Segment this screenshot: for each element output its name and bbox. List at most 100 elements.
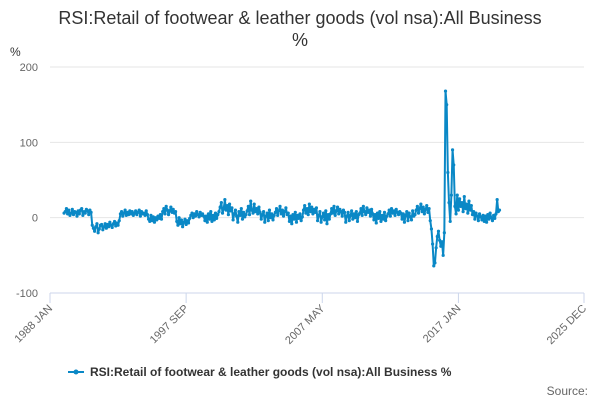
data-point[interactable] bbox=[198, 210, 202, 214]
data-point[interactable] bbox=[178, 222, 182, 226]
data-point[interactable] bbox=[374, 221, 378, 225]
data-point[interactable] bbox=[364, 213, 368, 217]
data-point[interactable] bbox=[269, 216, 273, 220]
data-point[interactable] bbox=[230, 206, 234, 210]
data-point[interactable] bbox=[440, 240, 444, 244]
data-point[interactable] bbox=[456, 208, 461, 212]
data-point[interactable] bbox=[262, 210, 266, 214]
data-point[interactable] bbox=[204, 214, 208, 218]
data-point[interactable] bbox=[372, 218, 376, 222]
data-point[interactable] bbox=[458, 197, 462, 201]
data-point[interactable] bbox=[80, 207, 84, 211]
data-point[interactable] bbox=[203, 219, 207, 223]
data-point[interactable] bbox=[324, 209, 328, 213]
data-point[interactable] bbox=[311, 212, 315, 216]
data-point[interactable] bbox=[231, 218, 235, 222]
data-point[interactable] bbox=[310, 205, 314, 209]
data-point[interactable] bbox=[484, 220, 489, 224]
data-point[interactable] bbox=[144, 209, 148, 213]
data-point[interactable] bbox=[407, 211, 411, 215]
data-point[interactable] bbox=[71, 213, 76, 217]
data-point[interactable] bbox=[472, 210, 476, 214]
data-point[interactable] bbox=[208, 217, 212, 221]
data-point[interactable] bbox=[360, 213, 364, 218]
data-point[interactable] bbox=[418, 207, 422, 211]
data-point[interactable] bbox=[177, 216, 181, 220]
data-point[interactable] bbox=[63, 210, 67, 214]
data-point[interactable] bbox=[284, 206, 288, 210]
data-point[interactable] bbox=[461, 210, 465, 214]
data-point[interactable] bbox=[288, 214, 293, 218]
data-point[interactable] bbox=[405, 210, 409, 214]
data-point[interactable] bbox=[226, 213, 230, 217]
data-point[interactable] bbox=[69, 211, 73, 215]
data-point[interactable] bbox=[389, 207, 394, 211]
data-point[interactable] bbox=[305, 207, 309, 211]
data-point[interactable] bbox=[182, 220, 186, 224]
data-point[interactable] bbox=[294, 220, 299, 224]
data-point[interactable] bbox=[102, 225, 106, 229]
data-point[interactable] bbox=[152, 220, 157, 224]
data-point[interactable] bbox=[400, 217, 404, 221]
data-point[interactable] bbox=[227, 202, 232, 206]
data-point[interactable] bbox=[402, 220, 407, 224]
data-point[interactable] bbox=[414, 208, 418, 212]
data-point[interactable] bbox=[353, 216, 357, 220]
data-point[interactable] bbox=[272, 213, 276, 218]
data-point[interactable] bbox=[475, 214, 479, 218]
data-point[interactable] bbox=[380, 213, 384, 218]
data-point[interactable] bbox=[350, 209, 354, 213]
data-point[interactable] bbox=[297, 216, 301, 221]
data-point[interactable] bbox=[450, 148, 455, 152]
data-point[interactable] bbox=[384, 219, 388, 223]
data-point[interactable] bbox=[246, 204, 250, 208]
data-point[interactable] bbox=[494, 212, 498, 216]
data-point[interactable] bbox=[426, 210, 430, 214]
data-point[interactable] bbox=[244, 213, 248, 217]
data-point[interactable] bbox=[421, 205, 425, 209]
data-point[interactable] bbox=[134, 209, 138, 213]
data-point[interactable] bbox=[101, 228, 105, 232]
data-point[interactable] bbox=[387, 208, 391, 212]
data-point[interactable] bbox=[307, 202, 311, 206]
data-point[interactable] bbox=[308, 210, 313, 214]
data-point[interactable] bbox=[123, 208, 127, 212]
data-point[interactable] bbox=[420, 210, 424, 214]
data-point[interactable] bbox=[348, 213, 353, 218]
data-point[interactable] bbox=[419, 202, 423, 206]
data-point[interactable] bbox=[206, 212, 211, 216]
data-point[interactable] bbox=[452, 163, 456, 167]
data-point[interactable] bbox=[252, 202, 256, 206]
data-point[interactable] bbox=[219, 201, 223, 205]
data-point[interactable] bbox=[239, 207, 243, 211]
data-point[interactable] bbox=[183, 217, 187, 221]
data-point[interactable] bbox=[473, 217, 477, 221]
data-point[interactable] bbox=[81, 213, 85, 218]
data-point[interactable] bbox=[238, 213, 242, 218]
data-point[interactable] bbox=[213, 211, 218, 215]
data-point[interactable] bbox=[345, 214, 349, 218]
data-point[interactable] bbox=[211, 213, 215, 218]
data-point[interactable] bbox=[242, 210, 246, 214]
data-point[interactable] bbox=[411, 209, 415, 213]
data-point[interactable] bbox=[173, 210, 178, 214]
data-point[interactable] bbox=[317, 213, 321, 218]
data-point[interactable] bbox=[251, 211, 255, 215]
data-point[interactable] bbox=[233, 208, 238, 212]
data-point[interactable] bbox=[253, 210, 257, 214]
data-point[interactable] bbox=[220, 211, 225, 215]
data-point[interactable] bbox=[404, 213, 408, 218]
data-point[interactable] bbox=[337, 212, 341, 216]
data-point[interactable] bbox=[87, 213, 91, 217]
data-point[interactable] bbox=[396, 213, 401, 217]
data-point[interactable] bbox=[254, 207, 259, 211]
data-point[interactable] bbox=[488, 211, 492, 215]
data-point[interactable] bbox=[446, 170, 450, 175]
data-point[interactable] bbox=[492, 213, 496, 218]
data-point[interactable] bbox=[168, 209, 172, 213]
data-point[interactable] bbox=[435, 234, 439, 239]
data-point[interactable] bbox=[222, 207, 226, 211]
data-point[interactable] bbox=[265, 211, 269, 215]
data-point[interactable] bbox=[240, 217, 245, 221]
data-point[interactable] bbox=[369, 207, 374, 211]
